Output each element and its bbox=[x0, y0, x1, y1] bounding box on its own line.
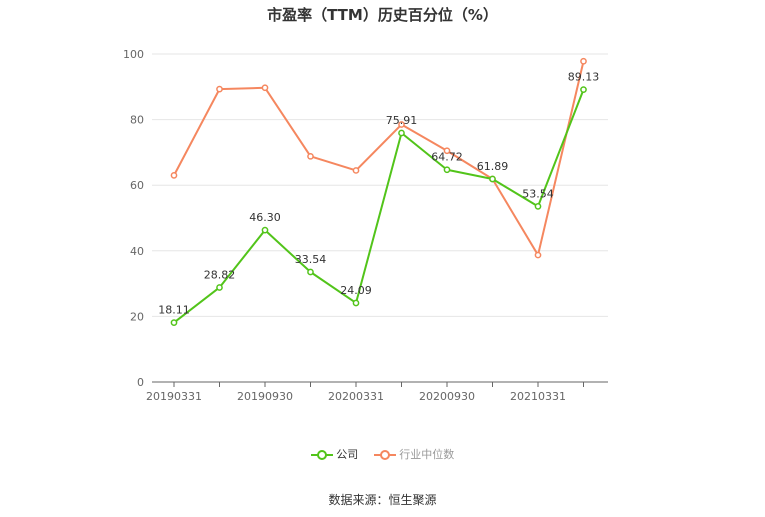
point-industry-median-20190630 bbox=[216, 85, 223, 93]
legend-company-marker-icon bbox=[310, 450, 333, 460]
point-company-20200331 bbox=[352, 299, 360, 307]
gridlines bbox=[152, 53, 608, 317]
legend-item-company[interactable]: 公司 bbox=[310, 446, 359, 462]
y-tick-label-60: 60 bbox=[130, 179, 144, 192]
x-tick-label-20190930: 20190930 bbox=[237, 390, 293, 403]
data-label-company-20210630: 89.13 bbox=[568, 71, 600, 84]
point-company-20200930 bbox=[443, 166, 451, 174]
y-tick-label-100: 100 bbox=[123, 48, 144, 61]
x-tick-label-20210331: 20210331 bbox=[510, 390, 566, 403]
axes: 0 20 40 60 80 100 20190331 20190930 20200331 2020… bbox=[123, 48, 608, 403]
x-tick-label-20200930: 20200930 bbox=[419, 390, 475, 403]
data-label-company-20191231: 33.54 bbox=[295, 253, 327, 266]
y-tick-label-20: 20 bbox=[130, 310, 144, 323]
data-label-company-20190331: 18.11 bbox=[158, 304, 190, 317]
x-tick-label-20200331: 20200331 bbox=[328, 390, 384, 403]
point-industry-median-20190930 bbox=[261, 84, 269, 92]
legend-label-company: 公司 bbox=[336, 448, 359, 461]
data-label-company-20200930: 64.72 bbox=[431, 151, 463, 164]
point-company-20210331 bbox=[534, 203, 542, 210]
data-label-company-20200630: 75.91 bbox=[386, 114, 418, 127]
point-company-20190930 bbox=[261, 226, 269, 234]
point-industry-median-20190331 bbox=[170, 172, 178, 179]
data-label-company-20190630: 28.82 bbox=[204, 268, 236, 281]
legend: 公司 行业中位数 bbox=[0, 446, 765, 462]
point-company-20201231 bbox=[489, 175, 496, 183]
point-company-20191231 bbox=[307, 268, 314, 276]
y-tick-label-40: 40 bbox=[130, 245, 144, 258]
legend-label-industry-median: 行业中位数 bbox=[399, 448, 455, 461]
x-tick-label-20190331: 20190331 bbox=[146, 390, 202, 403]
point-company-20190630 bbox=[216, 284, 223, 291]
data-label-company-20201231: 61.89 bbox=[477, 160, 509, 173]
point-industry-median-20210630 bbox=[580, 57, 587, 65]
point-industry-median-20200930 bbox=[443, 147, 451, 155]
data-label-company-20210331: 53.54 bbox=[522, 187, 554, 200]
chart-title: 市盈率（TTM）历史百分位（%） bbox=[267, 6, 498, 24]
point-industry-median-20210331 bbox=[534, 251, 542, 259]
series-line-industry-median bbox=[173, 60, 585, 257]
point-company-20200630 bbox=[398, 129, 405, 137]
data-label-company-20200331: 24.09 bbox=[340, 284, 372, 297]
point-industry-median-20200331 bbox=[352, 167, 360, 174]
data-labels: 18.11 28.82 46.30 33.54 24.09 75.91 64.72 61.89… bbox=[158, 71, 599, 317]
data-label-company-20190930: 46.30 bbox=[249, 211, 281, 224]
y-tick-label-0: 0 bbox=[137, 376, 144, 389]
data-source: 数据来源：恒生聚源 bbox=[328, 493, 437, 507]
point-industry-median-20200630 bbox=[398, 121, 405, 128]
series-line-company bbox=[173, 89, 585, 324]
series bbox=[170, 57, 587, 326]
y-tick-label-80: 80 bbox=[130, 114, 144, 127]
point-company-20190331 bbox=[170, 319, 178, 326]
legend-industry-marker-icon bbox=[373, 450, 396, 460]
point-industry-median-20191231 bbox=[307, 152, 314, 160]
legend-item-industry-median[interactable]: 行业中位数 bbox=[373, 446, 455, 462]
point-company-20210630 bbox=[580, 86, 587, 94]
